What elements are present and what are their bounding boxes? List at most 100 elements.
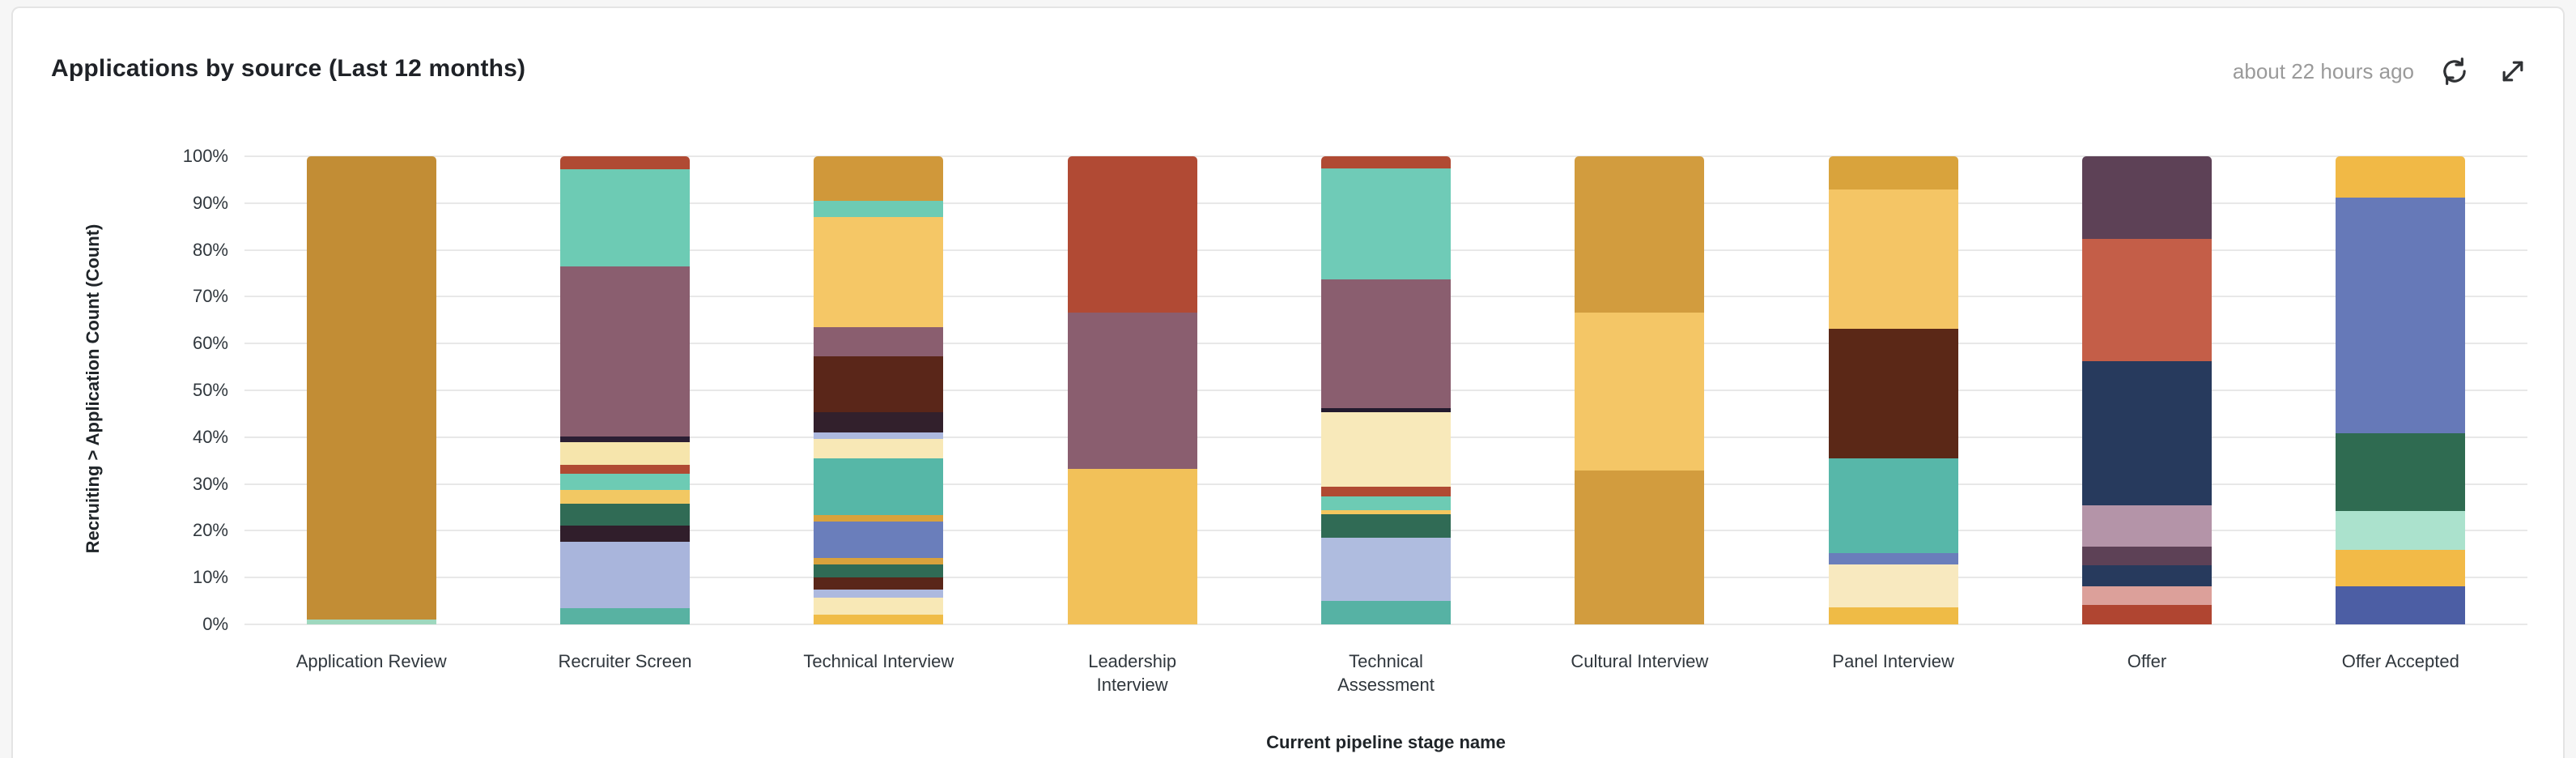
x-category-label: Leadership Interview bbox=[1088, 651, 1177, 695]
bar-segment[interactable] bbox=[2336, 197, 2466, 433]
bar-segment[interactable] bbox=[559, 503, 690, 526]
bar-segment[interactable] bbox=[306, 620, 436, 624]
bar-segment[interactable] bbox=[814, 558, 944, 565]
bar-segment[interactable] bbox=[2081, 505, 2212, 547]
bar-segment[interactable] bbox=[1828, 607, 1958, 624]
bar-slot bbox=[1005, 156, 1259, 624]
bar-segment[interactable] bbox=[814, 590, 944, 598]
bar-segment[interactable] bbox=[814, 432, 944, 439]
bar-segment[interactable] bbox=[1828, 190, 1958, 329]
bar-segment[interactable] bbox=[2081, 238, 2212, 362]
bar-segment[interactable] bbox=[814, 598, 944, 615]
bar-segment[interactable] bbox=[559, 156, 690, 170]
bar-segment[interactable] bbox=[814, 411, 944, 432]
bar-slot bbox=[244, 156, 498, 624]
bar-segment[interactable] bbox=[1320, 407, 1451, 413]
bar-segment[interactable] bbox=[814, 156, 944, 201]
bar-segment[interactable] bbox=[814, 216, 944, 327]
bar-segment[interactable] bbox=[814, 326, 944, 357]
bar-segment[interactable] bbox=[1320, 156, 1451, 169]
bar-segment[interactable] bbox=[814, 615, 944, 624]
bar-segment[interactable] bbox=[2336, 586, 2466, 624]
bar-segment[interactable] bbox=[1320, 514, 1451, 538]
y-axis-title: Recruiting > Application Count (Count) bbox=[83, 224, 103, 554]
bar-segment[interactable] bbox=[306, 156, 436, 620]
bar-segment[interactable] bbox=[814, 458, 944, 516]
bar-segment[interactable] bbox=[559, 526, 690, 542]
bar-segment[interactable] bbox=[1320, 279, 1451, 408]
bar-segment[interactable] bbox=[814, 438, 944, 458]
bar-segment[interactable] bbox=[2336, 510, 2466, 551]
bar-segment[interactable] bbox=[1067, 156, 1197, 313]
stacked-bar[interactable] bbox=[2336, 156, 2466, 624]
stacked-bar[interactable] bbox=[2081, 156, 2212, 624]
x-category-label: Technical Assessment bbox=[1337, 651, 1435, 695]
bar-segment[interactable] bbox=[1320, 168, 1451, 280]
bar-segment[interactable] bbox=[1828, 328, 1958, 458]
stacked-bar[interactable] bbox=[1320, 156, 1451, 624]
x-category-label: Offer Accepted bbox=[2341, 651, 2459, 671]
x-category-label: Cultural Interview bbox=[1571, 651, 1709, 671]
bar-segment[interactable] bbox=[814, 564, 944, 577]
bar-segment[interactable] bbox=[1320, 496, 1451, 511]
last-updated-text: about 22 hours ago bbox=[2232, 58, 2414, 83]
bar-segment[interactable] bbox=[1320, 487, 1451, 496]
bar-segment[interactable] bbox=[2081, 361, 2212, 505]
expand-button[interactable] bbox=[2495, 53, 2531, 89]
expand-icon bbox=[2497, 55, 2529, 87]
bar-segment[interactable] bbox=[2336, 550, 2466, 587]
bar-segment[interactable] bbox=[814, 200, 944, 217]
y-tick-label: 90% bbox=[192, 192, 228, 213]
bar-segment[interactable] bbox=[559, 464, 690, 474]
bar-segment[interactable] bbox=[2081, 156, 2212, 239]
bar-segment[interactable] bbox=[2081, 605, 2212, 624]
y-tick-label: 50% bbox=[192, 380, 228, 400]
stacked-bar[interactable] bbox=[814, 156, 944, 624]
bar-segment[interactable] bbox=[1828, 564, 1958, 607]
y-axis-ticks: 100% 90% 80% 70% 60% 50% 40% 30% 20% 10% 0% bbox=[126, 146, 228, 634]
bar-segment[interactable] bbox=[1575, 313, 1705, 471]
bar-segment[interactable] bbox=[1067, 468, 1197, 624]
bar-segment[interactable] bbox=[814, 577, 944, 590]
x-category-label: Offer bbox=[2127, 651, 2167, 671]
bar-segment[interactable] bbox=[559, 541, 690, 609]
bar-segment[interactable] bbox=[1828, 553, 1958, 565]
bar-slot bbox=[498, 156, 751, 624]
bar-segment[interactable] bbox=[1067, 313, 1197, 469]
bar-slot bbox=[2020, 156, 2273, 624]
stacked-bar[interactable] bbox=[559, 156, 690, 624]
bar-segment[interactable] bbox=[1320, 537, 1451, 601]
bar-segment[interactable] bbox=[1828, 458, 1958, 554]
bar-segment[interactable] bbox=[559, 436, 690, 442]
bar-segment[interactable] bbox=[559, 266, 690, 436]
bar-segment[interactable] bbox=[1828, 156, 1958, 190]
bar-segment[interactable] bbox=[559, 489, 690, 504]
bar-segment[interactable] bbox=[559, 473, 690, 490]
stacked-bar[interactable] bbox=[1828, 156, 1958, 624]
bar-segment[interactable] bbox=[2081, 586, 2212, 606]
bar-segment[interactable] bbox=[559, 169, 690, 267]
bar-segment[interactable] bbox=[1575, 156, 1705, 313]
bar-slot bbox=[1766, 156, 2020, 624]
stacked-bar[interactable] bbox=[1575, 156, 1705, 624]
bar-segment[interactable] bbox=[814, 522, 944, 559]
bar-segment[interactable] bbox=[814, 356, 944, 412]
bar-segment[interactable] bbox=[1320, 510, 1451, 515]
bar-segment[interactable] bbox=[2081, 565, 2212, 586]
bar-segment[interactable] bbox=[559, 608, 690, 624]
bar-segment[interactable] bbox=[1320, 600, 1451, 624]
y-tick-label: 0% bbox=[202, 614, 228, 634]
stacked-bar[interactable] bbox=[306, 156, 436, 624]
bar-segment[interactable] bbox=[2336, 432, 2466, 511]
bar-segment[interactable] bbox=[2081, 546, 2212, 566]
x-category-label: Panel Interview bbox=[1832, 651, 1954, 671]
refresh-button[interactable] bbox=[2437, 53, 2472, 89]
bar-segment[interactable] bbox=[1320, 412, 1451, 488]
card-title: Applications by source (Last 12 months) bbox=[51, 55, 526, 82]
bar-segment[interactable] bbox=[814, 515, 944, 522]
bar-segment[interactable] bbox=[559, 441, 690, 465]
chart-card: Applications by source (Last 12 months) … bbox=[11, 6, 2565, 758]
bar-segment[interactable] bbox=[2336, 156, 2466, 198]
stacked-bar[interactable] bbox=[1067, 156, 1197, 624]
bar-segment[interactable] bbox=[1575, 471, 1705, 624]
